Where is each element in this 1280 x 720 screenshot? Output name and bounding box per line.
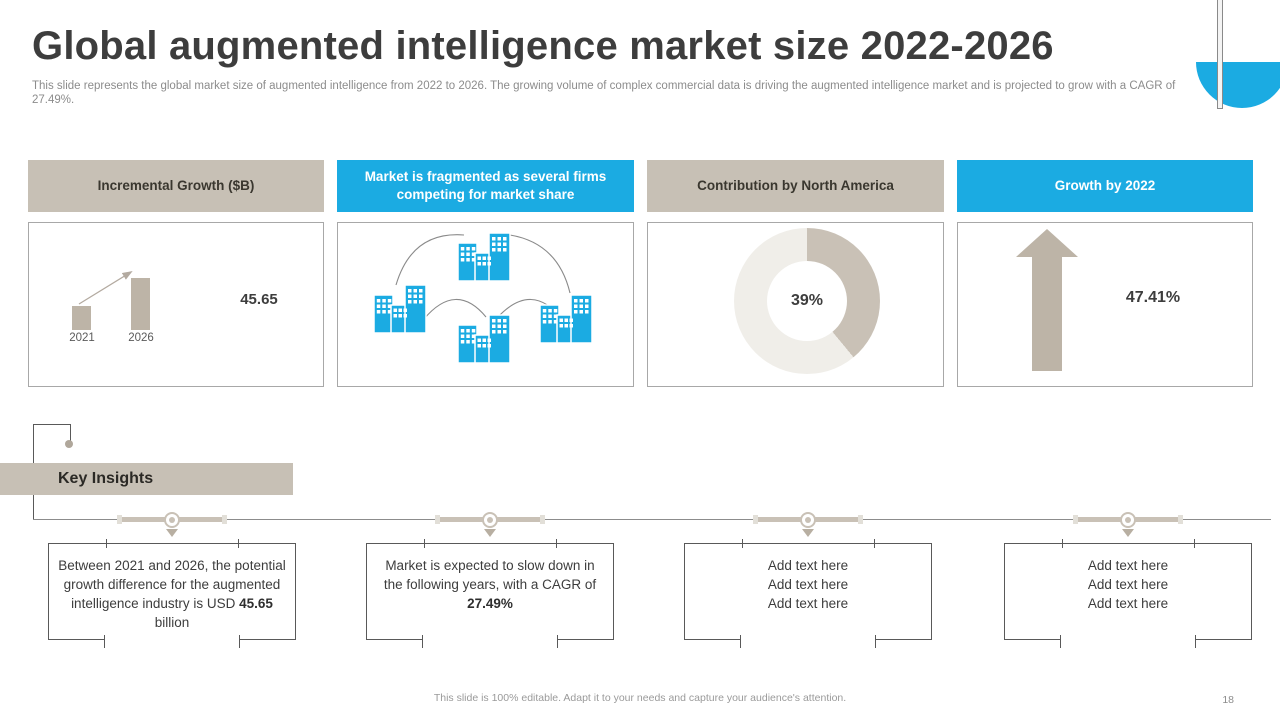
- bar-year-label: 2021: [69, 332, 95, 344]
- insight-text: Between 2021 and 2026, the potential gro…: [58, 558, 286, 631]
- insight-box: Add text here Add text here Add text her…: [684, 539, 932, 648]
- trend-arrow-icon: [78, 270, 133, 305]
- panel-header-market-fragmented: Market is fragmented as several firms co…: [337, 160, 634, 212]
- incremental-growth-value: 45.65: [240, 291, 278, 308]
- buildings-network-graphic: [373, 232, 593, 364]
- box-foot-left: [684, 635, 741, 648]
- panel-header-incremental-growth: Incremental Growth ($B): [28, 160, 324, 212]
- arrow-down-icon: [484, 529, 496, 537]
- box-foot-right: [1195, 635, 1252, 648]
- box-foot-left: [48, 635, 105, 648]
- key-insights-heading: Key Insights: [0, 463, 293, 495]
- panel-header-growth-2022: Growth by 2022: [957, 160, 1253, 212]
- arrow-down-icon: [166, 529, 178, 537]
- box-foot-right: [875, 635, 932, 648]
- insights-bracket-top: [33, 424, 71, 425]
- panel-header-north-america: Contribution by North America: [647, 160, 944, 212]
- panel-growth-arrow: 47.41%: [957, 222, 1253, 387]
- donut-hole: [767, 261, 847, 341]
- insight-text: Add text here Add text here Add text her…: [767, 558, 849, 612]
- timeline-node-icon: [800, 512, 816, 528]
- insights-bracket-dot: [65, 440, 73, 448]
- insights-bracket-right: [70, 424, 71, 442]
- box-foot-right: [239, 635, 296, 648]
- insight-box: Add text here Add text here Add text her…: [1004, 539, 1252, 648]
- insight-box: Between 2021 and 2026, the potential gro…: [48, 539, 296, 648]
- vertical-line-decoration: [1217, 0, 1223, 109]
- timeline-node-icon: [164, 512, 180, 528]
- panel-incremental-growth: 2021 2026 45.65: [28, 222, 324, 387]
- box-foot-right: [557, 635, 614, 648]
- timeline-node-icon: [1120, 512, 1136, 528]
- bar-year-label: 2026: [128, 332, 154, 344]
- up-arrow-icon: [1016, 229, 1078, 371]
- growth-percentage: 47.41%: [1125, 289, 1181, 306]
- page-number: 18: [1222, 694, 1234, 706]
- panel-contribution-donut: 39%: [647, 222, 944, 387]
- arrow-down-icon: [802, 529, 814, 537]
- bar-2021: [72, 306, 91, 330]
- box-foot-left: [366, 635, 423, 648]
- insights-connector-horizontal: [33, 519, 1271, 520]
- timeline-node-icon: [482, 512, 498, 528]
- donut-percentage: 39%: [790, 292, 824, 309]
- bar-2026: [131, 278, 150, 330]
- insight-box: Market is expected to slow down in the f…: [366, 539, 614, 648]
- slide-subtitle: This slide represents the global market …: [32, 80, 1176, 107]
- arrow-down-icon: [1122, 529, 1134, 537]
- slide-title: Global augmented intelligence market siz…: [32, 24, 1054, 68]
- half-circle-decoration: [1196, 62, 1280, 108]
- insight-text: Add text here Add text here Add text her…: [1087, 558, 1169, 612]
- insight-text: Market is expected to slow down in the f…: [383, 558, 597, 612]
- panel-market-fragmented: [337, 222, 634, 387]
- donut-chart: 39%: [734, 228, 880, 374]
- box-foot-left: [1004, 635, 1061, 648]
- footer-note: This slide is 100% editable. Adapt it to…: [433, 692, 847, 704]
